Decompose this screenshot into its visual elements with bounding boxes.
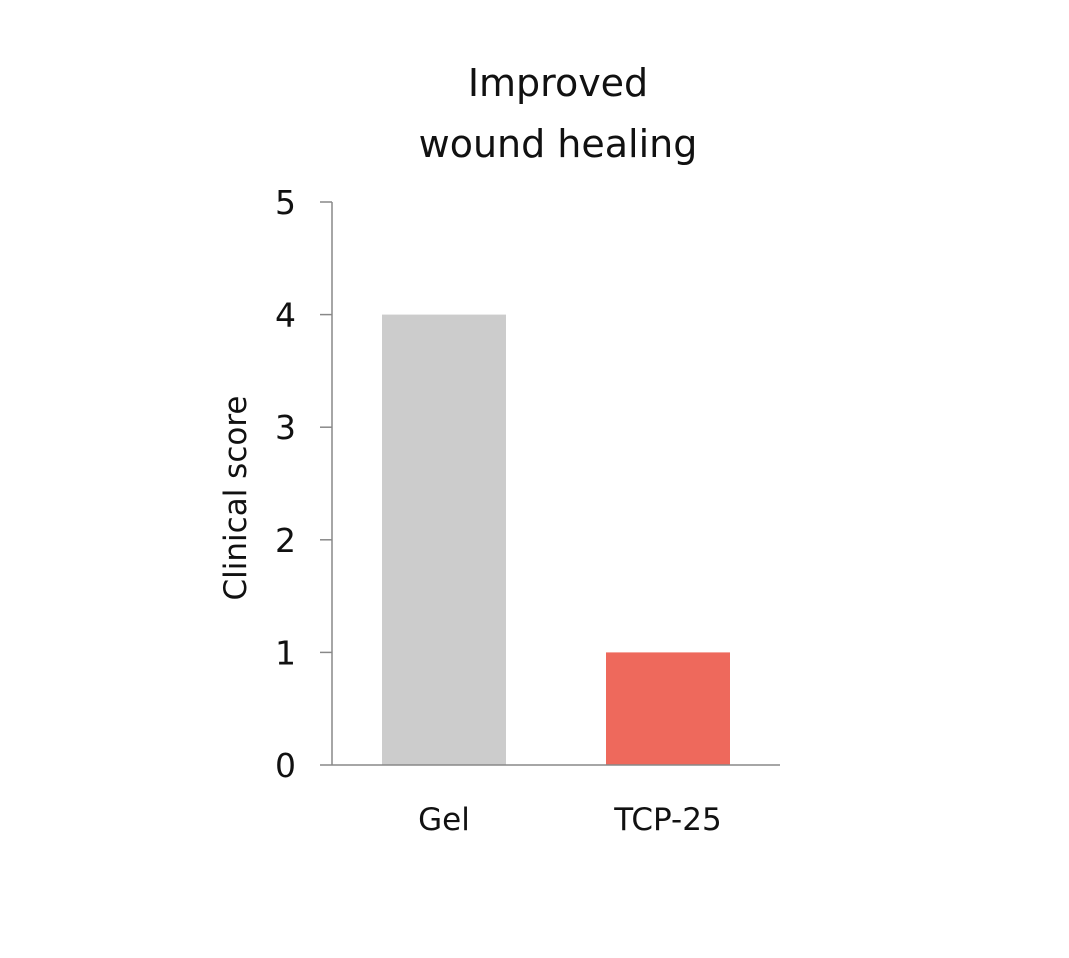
y-tick-label: 5 xyxy=(275,183,296,222)
bars xyxy=(382,314,730,765)
y-tick-label: 1 xyxy=(275,633,296,672)
bar-tcp-25 xyxy=(606,652,730,765)
chart-title-line-1: Improved xyxy=(468,61,648,105)
y-axis-ticks: 0 1 2 3 4 5 xyxy=(275,183,332,785)
chart-title: Improved wound healing xyxy=(419,61,698,166)
bar-gel xyxy=(382,314,506,765)
y-tick-label: 2 xyxy=(275,521,296,560)
y-axis-label: Clinical score xyxy=(218,396,254,601)
y-tick-label: 4 xyxy=(275,296,296,335)
x-axis-labels: Gel TCP-25 xyxy=(418,802,722,838)
chart-title-line-2: wound healing xyxy=(419,122,698,166)
x-category-label: TCP-25 xyxy=(613,802,721,838)
y-tick-label: 0 xyxy=(275,746,296,785)
y-tick-label: 3 xyxy=(275,408,296,447)
x-category-label: Gel xyxy=(418,802,470,838)
